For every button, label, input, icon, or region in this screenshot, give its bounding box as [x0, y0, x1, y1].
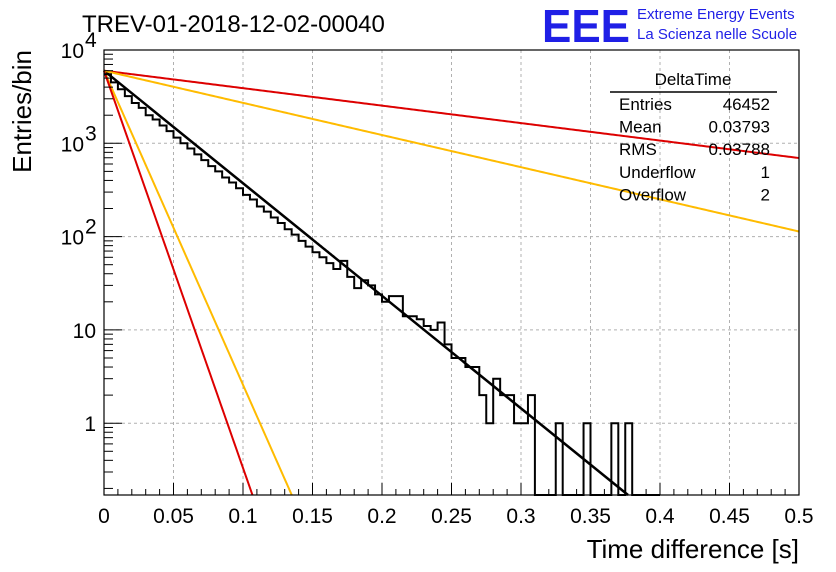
y-tick-label: 10 — [61, 227, 84, 250]
y-axis-title: Entries/bin — [7, 50, 37, 173]
x-tick-label: 0.3 — [506, 505, 535, 528]
stats-row-value: 2 — [761, 185, 770, 204]
logo-line1: Extreme Energy Events — [637, 6, 795, 23]
logo-line2: La Scienza nelle Scuole — [637, 26, 797, 43]
x-tick-label: 0.4 — [645, 505, 675, 528]
y-tick-label: 10 — [61, 40, 84, 63]
stats-row-label: Mean — [619, 118, 662, 137]
eee-logo: EEE — [542, 0, 630, 52]
x-tick-label: 0.25 — [431, 505, 472, 528]
y-tick-exponent: 2 — [85, 216, 97, 239]
x-tick-label: 0.5 — [784, 505, 813, 528]
stats-row-label: Overflow — [619, 185, 687, 204]
stats-row-label: RMS — [619, 140, 657, 159]
x-tick-label: 0.45 — [709, 505, 750, 528]
stats-box: DeltaTime Entries 46452 Mean 0.03793 RMS 0.03… — [610, 70, 777, 204]
x-tick-label: 0.05 — [153, 505, 194, 528]
x-tick-label: 0.35 — [570, 505, 611, 528]
fit-curve — [103, 70, 254, 496]
stats-row-value: 0.03788 — [709, 140, 770, 159]
chart-title: TREV-01-2018-12-02-00040 — [82, 11, 385, 38]
stats-row-label: Entries — [619, 95, 672, 114]
y-tick-exponent: 3 — [85, 122, 97, 145]
fit-curve — [103, 69, 800, 233]
x-tick-label: 0.15 — [292, 505, 333, 528]
y-tick-label: 10 — [61, 133, 84, 156]
plot-area: 0 0.05 0.1 0.15 0.2 0.25 0.3 0.35 0.4 0.45 0.5 110… — [61, 29, 814, 528]
y-tick-label: 10 — [73, 320, 96, 343]
y-tick-label: 1 — [84, 413, 96, 436]
fit-curve — [103, 70, 293, 496]
fit-curves — [103, 69, 800, 496]
x-tick-label: 0 — [98, 505, 110, 528]
stats-row-value: 1 — [761, 163, 770, 182]
stats-row-value: 0.03793 — [709, 118, 770, 137]
stats-box-name: DeltaTime — [655, 70, 732, 89]
stats-row-value: 46452 — [723, 95, 770, 114]
fit-curve — [103, 69, 629, 496]
stats-row-label: Underflow — [619, 163, 696, 182]
fit-curve — [103, 69, 800, 160]
y-tick-exponent: 4 — [85, 29, 97, 52]
x-tick-label: 0.2 — [367, 505, 396, 528]
x-axis: 0 0.05 0.1 0.15 0.2 0.25 0.3 0.35 0.4 0.45 0.5 — [98, 483, 814, 528]
grid-lines — [104, 50, 799, 495]
x-axis-title: Time difference [s] — [587, 534, 799, 564]
x-tick-label: 0.1 — [228, 505, 257, 528]
